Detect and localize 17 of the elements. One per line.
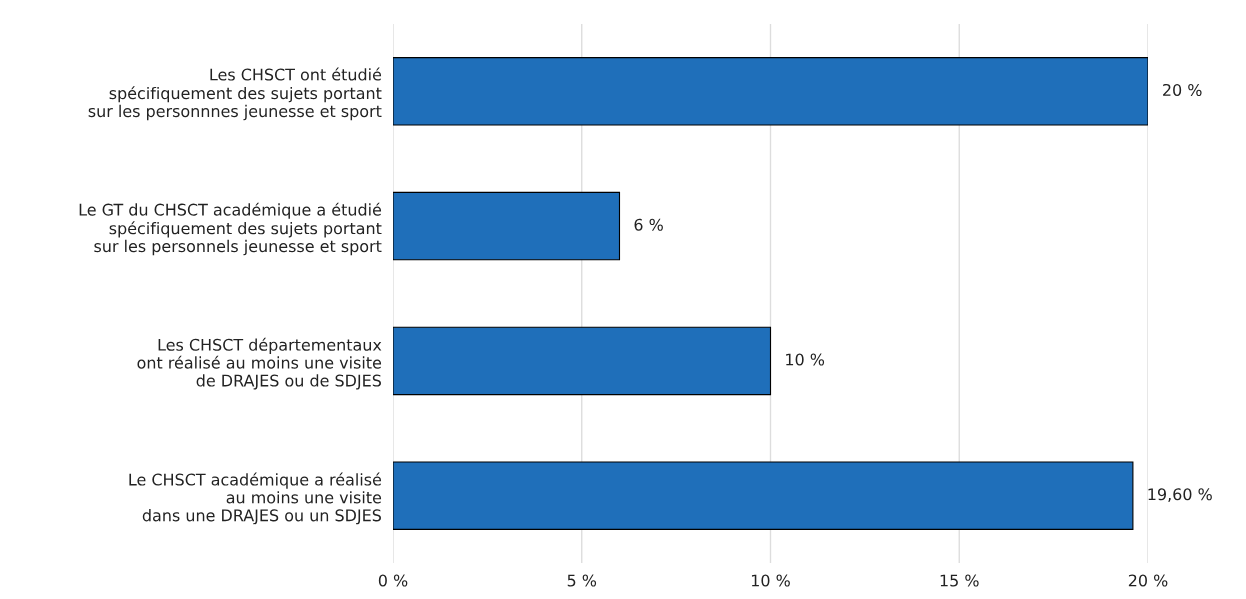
data-label: 10 %: [786, 353, 825, 366]
y-tick-label: Les CHSCT ont étudié spécifiquement des sujets portant sur les personnnes jeunesse et sport: [88, 67, 382, 121]
data-label: 6 %: [634, 218, 663, 231]
data-label: 20 %: [1163, 83, 1202, 96]
x-tick-label: 15 %: [940, 574, 979, 587]
bar: [393, 191, 621, 261]
x-tick-label: 10 %: [751, 574, 790, 587]
y-tick-label: Le CHSCT académique a réalisé au moins une visite dans une DRAJES ou un SDJES: [129, 472, 382, 525]
data-label: 19,60 %: [1148, 488, 1212, 502]
x-tick-label: 0 %: [378, 574, 408, 587]
x-tick-label: 20 %: [1128, 574, 1168, 587]
bar: [393, 57, 1148, 126]
bar: [393, 326, 772, 396]
y-tick-label: Les CHSCT départementaux ont réalisé au moins une visite de DRAJES ou de SDJES: [137, 337, 382, 390]
y-tick-label: Le GT du CHSCT académique a étudié spécifiquement des sujets portant sur les personnels jeunesse et sport: [79, 202, 382, 256]
x-tick-label: 5 %: [567, 574, 597, 587]
bar: [393, 461, 1134, 530]
